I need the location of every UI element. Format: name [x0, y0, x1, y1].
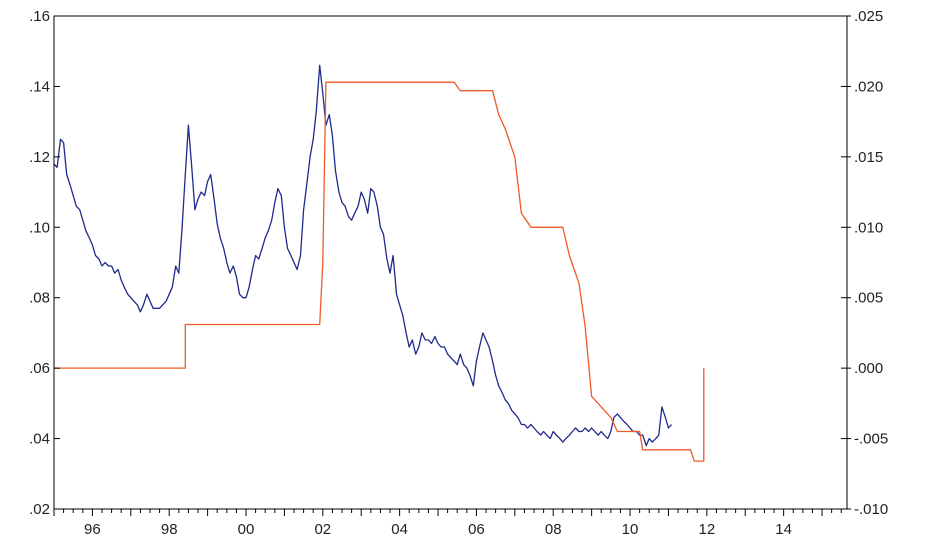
left-axis-tick-label: .10	[29, 219, 50, 236]
right-y-axis: .025 .020 .015 .010 .005 .000 -.005 -.010	[841, 8, 888, 518]
x-axis-tick-label: 96	[84, 521, 101, 538]
x-axis-tick-label: 00	[238, 521, 255, 538]
x-axis-tick-label: 02	[314, 521, 331, 538]
left-axis-tick-label: .12	[29, 149, 50, 166]
right-axis-tick-label: .005	[854, 290, 883, 307]
x-axis-tick-label: 10	[622, 521, 639, 538]
right-axis-tick-label: -.010	[854, 501, 888, 518]
left-axis-tick-label: .08	[29, 290, 50, 307]
right-axis-tick-label: .015	[854, 149, 883, 166]
left-axis-tick-label: .14	[29, 78, 50, 95]
right-axis-tick-label: -.005	[854, 431, 888, 448]
series-layer	[53, 64, 705, 462]
x-axis-tick-label: 14	[775, 521, 792, 538]
plot-frame	[53, 15, 848, 510]
x-axis-tick-label: 08	[545, 521, 562, 538]
left-axis-tick-label: .16	[29, 8, 50, 25]
x-axis-tick-label: 98	[161, 521, 178, 538]
series-line-1-left-axis	[53, 64, 672, 447]
x-axis-tick-label: 12	[698, 521, 715, 538]
left-axis-tick-label: .06	[29, 360, 50, 377]
x-axis: 96 98 00 02 04 06 08 10 12 14	[53, 509, 842, 538]
right-axis-tick-label: .010	[854, 219, 883, 236]
left-y-axis: .16 .14 .12 .10 .08 .06 .04 .02	[29, 8, 60, 518]
right-axis-tick-label: .000	[854, 360, 883, 377]
right-axis-tick-label: .025	[854, 8, 883, 25]
right-axis-tick-label: .020	[854, 78, 883, 95]
x-axis-tick-label: 06	[468, 521, 485, 538]
series-line-2-right-axis	[54, 81, 705, 462]
x-axis-tick-label: 04	[391, 521, 408, 538]
left-axis-tick-label: .02	[29, 501, 50, 518]
left-axis-tick-label: .04	[29, 431, 50, 448]
